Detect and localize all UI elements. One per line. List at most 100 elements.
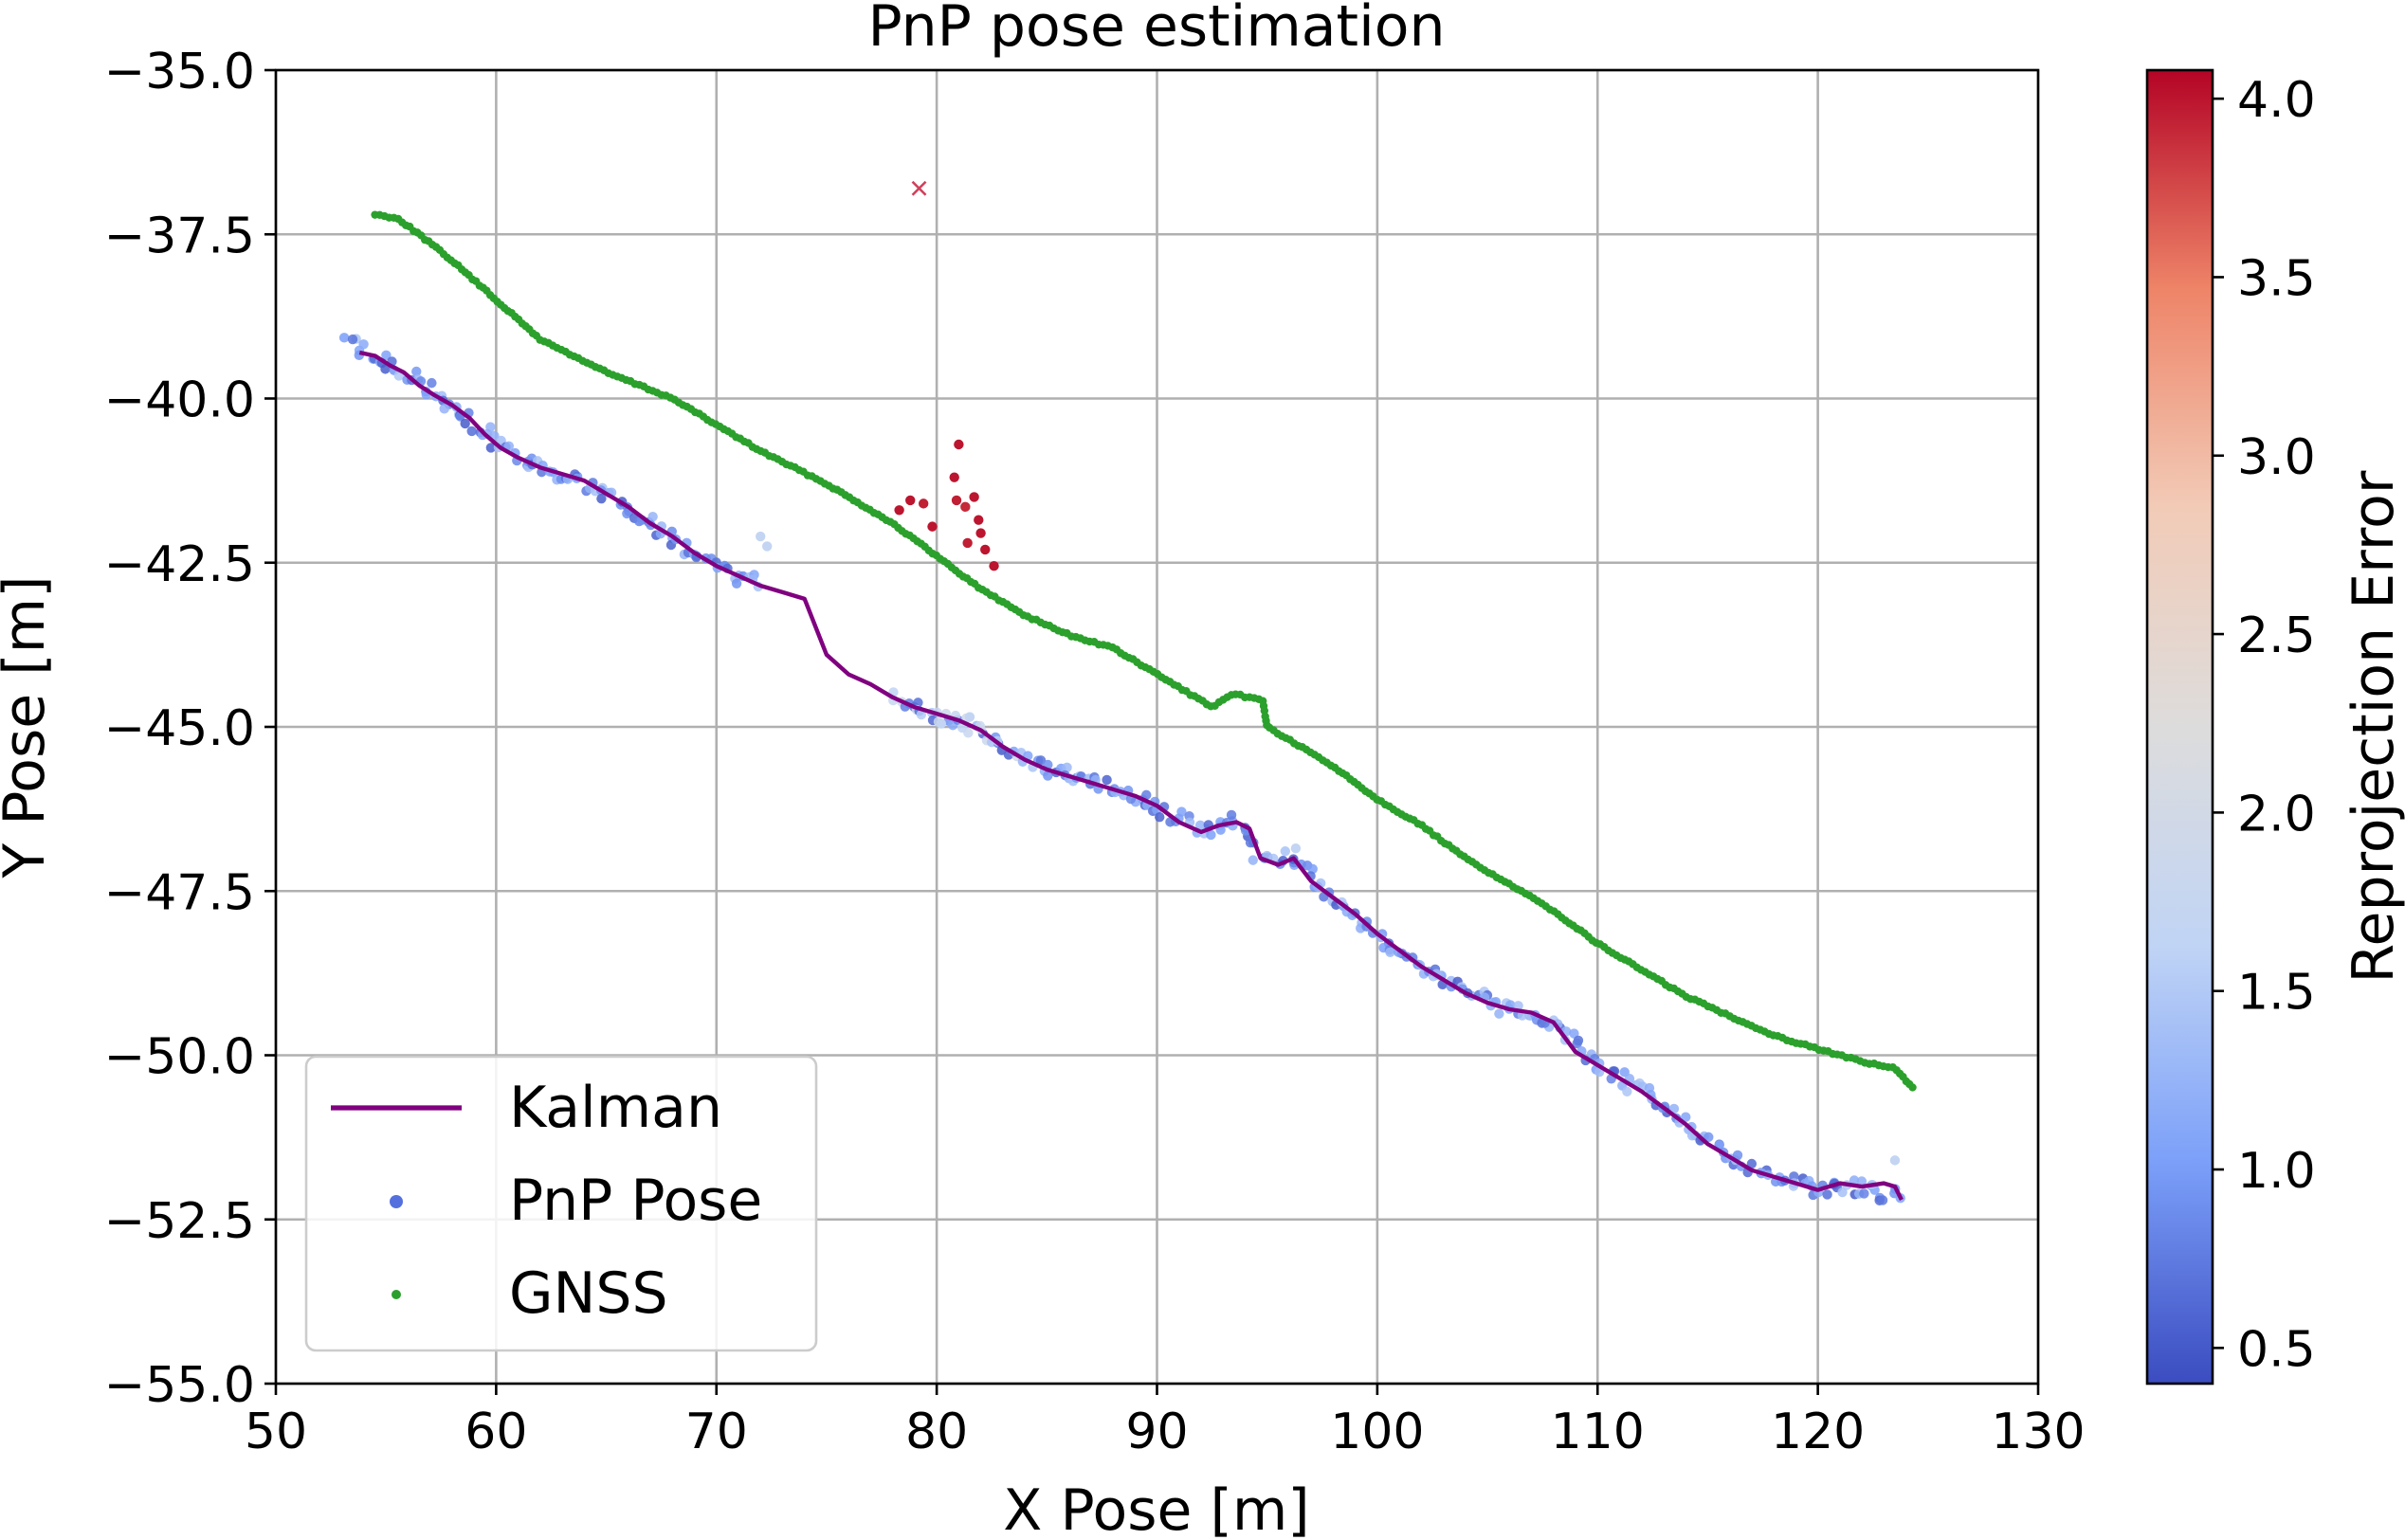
pnp-point <box>1141 789 1152 801</box>
y-tick-label: −37.5 <box>104 208 255 264</box>
y-axis-label: Y Pose [m] <box>0 576 58 879</box>
y-axis: −35.0 −37.5 −40.0 −42.5 −45.0 −47.5 −50.0 −52.5… <box>104 44 276 1414</box>
pnp-point <box>1280 846 1290 857</box>
pnp-high-error-point <box>954 439 964 450</box>
colorbar-tick-label: 4.0 <box>2237 72 2316 129</box>
pnp-point <box>427 377 437 389</box>
pnp-point <box>1155 812 1165 823</box>
pnp-high-error-point <box>974 515 984 525</box>
pnp-outlier-point <box>761 541 773 552</box>
pnp-high-error-point <box>927 521 938 532</box>
y-tick-label: −47.5 <box>104 864 255 921</box>
pnp-point <box>1043 770 1053 781</box>
pnp-high-error-point <box>894 505 904 516</box>
pnp-point <box>1622 1086 1632 1096</box>
pnp-point <box>1746 1158 1758 1169</box>
colorbar-tick-label: 2.0 <box>2237 786 2316 842</box>
y-tick-label: −52.5 <box>104 1193 255 1250</box>
pnp-high-error-point <box>951 495 962 506</box>
pnp-point <box>731 578 742 589</box>
x-tick-label: 70 <box>685 1404 748 1460</box>
pnp-point <box>411 366 422 377</box>
pnp-point <box>381 350 392 360</box>
kalman-line <box>358 350 1904 1201</box>
pnp-point <box>1837 1187 1848 1198</box>
pnp-high-error-point <box>949 472 959 482</box>
plot-area <box>338 180 1917 1205</box>
pnp-point <box>1035 755 1047 766</box>
pnp-outlier-point <box>1290 843 1302 854</box>
pnp-point <box>466 426 477 437</box>
pnp-high-error-point <box>975 528 986 538</box>
y-tick-label: −55.0 <box>104 1357 255 1414</box>
pnp-point <box>1226 809 1237 821</box>
pnp-point <box>380 364 391 374</box>
pnp-outlier-point <box>964 712 975 722</box>
x-tick-label: 120 <box>1771 1404 1865 1460</box>
pnp-point <box>460 418 470 429</box>
x-tick-label: 130 <box>1991 1404 2085 1460</box>
colorbar-tick-label: 0.5 <box>2237 1321 2316 1378</box>
pnp-point <box>358 339 369 350</box>
y-tick-label: −35.0 <box>104 44 255 100</box>
pnp-high-error-point <box>969 492 979 502</box>
x-tick-label: 50 <box>245 1404 307 1460</box>
colorbar-label: Reprojection Error <box>2341 470 2405 983</box>
pnp-point <box>916 709 927 720</box>
pnp-point <box>1385 947 1395 958</box>
legend-box <box>304 1055 818 1352</box>
y-tick-label: −50.0 <box>104 1029 255 1086</box>
y-tick-label: −42.5 <box>104 536 255 593</box>
pnp-point <box>1859 1188 1869 1199</box>
pnp-high-error-point <box>962 537 973 549</box>
legend-gnss-label: GNSS <box>509 1260 668 1327</box>
pnp-point <box>338 333 350 343</box>
pnp-point <box>1849 1175 1860 1186</box>
x-tick-label: 90 <box>1125 1404 1188 1460</box>
x-axis-label: X Pose [m] <box>1003 1477 1309 1540</box>
pnp-point <box>1732 1150 1743 1161</box>
pnp-point <box>485 443 497 453</box>
pnp-high-error-point <box>980 544 991 555</box>
legend-pnp-label: PnP Pose <box>509 1168 762 1234</box>
pnp-point <box>963 728 974 738</box>
pnp-point <box>622 508 632 519</box>
pnp-outlier-point <box>1889 1155 1901 1166</box>
colorbar: 0.5 1.0 1.5 2.0 2.5 3.0 3.5 4.0 Reprojection Er… <box>2145 68 2405 1386</box>
pnp-high-error-point <box>918 498 929 509</box>
y-tick-label: −40.0 <box>104 372 255 429</box>
colorbar-tick-label: 2.5 <box>2237 607 2316 664</box>
pnp-point <box>503 441 515 452</box>
x-marker-icon <box>911 180 927 196</box>
pnp-high-error-point <box>989 561 999 571</box>
colorbar-tick-label: 3.0 <box>2237 429 2316 486</box>
gnss-series <box>371 210 1917 1092</box>
pnp-point <box>1494 1008 1504 1019</box>
pnp-point <box>1206 829 1216 841</box>
x-axis: 50 60 70 80 90 100 110 120 130 <box>245 1384 2086 1460</box>
pnp-point <box>596 493 607 504</box>
legend-pnp-dot-icon <box>390 1195 403 1208</box>
pnp-point <box>1856 1176 1868 1187</box>
pnp-point <box>647 511 658 522</box>
pnp-point <box>1572 1038 1582 1049</box>
x-tick-label: 60 <box>465 1404 527 1460</box>
x-tick-label: 100 <box>1330 1404 1424 1460</box>
pnp-point <box>1877 1195 1888 1205</box>
pnp-point <box>1062 762 1072 773</box>
legend: Kalman PnP Pose GNSS <box>304 1055 818 1352</box>
colorbar-tick-label: 1.5 <box>2237 965 2316 1022</box>
pnp-point <box>1704 1132 1714 1143</box>
gnss-point <box>1908 1083 1917 1092</box>
pnp-high-error-point <box>905 495 916 506</box>
pnp-point <box>1248 855 1258 865</box>
pnp-high-error-point <box>960 501 971 513</box>
pnp-point <box>1681 1112 1691 1122</box>
pnp-point <box>1102 774 1112 786</box>
pnp-outlier-point <box>936 718 946 729</box>
colorbar-gradient <box>2145 68 2214 1386</box>
colorbar-tick-label: 3.5 <box>2237 250 2316 307</box>
pnp-point <box>439 404 449 414</box>
legend-gnss-dot-icon <box>392 1290 401 1299</box>
